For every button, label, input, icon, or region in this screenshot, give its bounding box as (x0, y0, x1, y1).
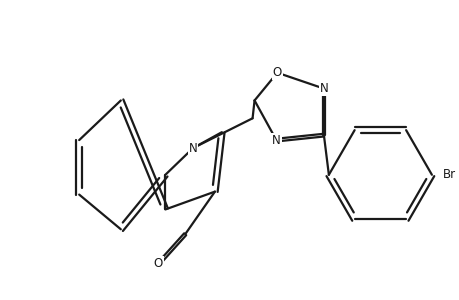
Text: Br: Br (442, 168, 455, 181)
Text: N: N (188, 142, 197, 154)
Text: O: O (153, 257, 163, 270)
Text: O: O (272, 66, 281, 79)
Text: N: N (271, 134, 280, 147)
Text: N: N (319, 82, 328, 95)
